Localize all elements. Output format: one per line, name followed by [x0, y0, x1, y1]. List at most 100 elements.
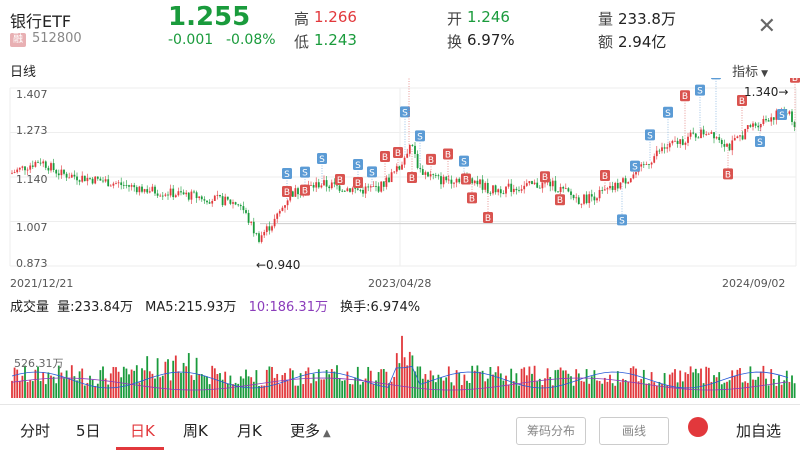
candle-body [341, 190, 344, 192]
candle-body [99, 178, 102, 181]
volume-bar [570, 376, 572, 398]
candle-body [13, 172, 16, 173]
candle-body [473, 180, 476, 184]
buy-marker: B [680, 90, 690, 140]
volume-bar [315, 381, 318, 398]
candle-body [741, 135, 744, 140]
candle-body [541, 182, 544, 189]
volume-bar [70, 365, 73, 398]
candle-body [705, 134, 708, 135]
tab-intraday[interactable]: 分时 [20, 422, 51, 440]
candle-body [440, 176, 442, 185]
volume-bar [741, 382, 744, 398]
tab-weekly[interactable]: 周K [183, 422, 208, 440]
volume-bar [164, 361, 167, 398]
volume-bar [629, 368, 632, 398]
low-marker: ←0.940 [256, 258, 301, 272]
candle-body [603, 189, 606, 191]
candle-body [484, 182, 487, 190]
tab-5day[interactable]: 5日 [76, 422, 101, 440]
last-price: 1.255 [168, 2, 251, 32]
volume-bar [39, 381, 42, 398]
indicator-button[interactable]: 指标 ▼ [732, 61, 768, 80]
candle-body [694, 133, 697, 138]
candle-body [156, 193, 159, 196]
tab-monthly[interactable]: 月K [237, 422, 262, 440]
candle-body [398, 166, 401, 170]
volume-bar [265, 369, 268, 398]
candle-body [224, 196, 227, 206]
volume-bar [385, 371, 388, 398]
volume-turnover-label: 换手:6.974% [340, 300, 421, 315]
candle-body [648, 164, 650, 165]
volume-bar [245, 369, 247, 398]
volume-bar [559, 367, 562, 398]
candle-body [122, 184, 125, 186]
chip-distribution-button[interactable]: 筹码分布 [516, 417, 586, 445]
volume-bar [55, 383, 58, 398]
candle-body [609, 185, 611, 189]
volume-bar [687, 373, 689, 398]
close-icon[interactable]: ✕ [757, 14, 776, 39]
candle-body [611, 185, 614, 190]
candle-body [115, 183, 117, 185]
candle-body [406, 153, 409, 158]
candle-body [528, 181, 531, 184]
volume-chart[interactable] [0, 314, 800, 402]
draw-line-button[interactable]: 画线 [599, 417, 669, 445]
candle-body [317, 182, 320, 188]
candle-body [104, 179, 107, 182]
volume-bar [705, 366, 708, 398]
svg-text:S: S [319, 155, 325, 165]
candle-body [174, 195, 177, 198]
volume-bar [21, 375, 24, 398]
record-dot-icon[interactable] [688, 417, 708, 437]
candle-body [754, 123, 757, 126]
volume-bar [694, 368, 697, 398]
candle-body [47, 167, 50, 171]
candle-body [141, 186, 143, 192]
price-change: -0.001 [168, 32, 214, 48]
candle-body [190, 191, 193, 200]
date-end: 2024/09/02 [722, 277, 786, 290]
volume-bar [317, 369, 320, 398]
candle-body [767, 120, 770, 122]
candle-body [203, 199, 206, 201]
volume-bar [671, 372, 674, 398]
candle-body [146, 189, 149, 193]
indicator-label: 指标 [732, 65, 759, 80]
volume-bar [13, 367, 16, 398]
sell-marker: S [415, 130, 425, 171]
buy-marker: B [790, 78, 800, 130]
volume-bar [481, 370, 484, 398]
volume-bar [146, 356, 149, 398]
volume-bar [102, 366, 104, 398]
candle-body [658, 150, 661, 152]
add-watchlist-button[interactable]: 加自选 [736, 422, 782, 440]
candle-body [346, 188, 349, 192]
volume-bar [47, 372, 50, 398]
candle-body [315, 182, 318, 188]
amount-value: 2.94亿 [618, 33, 667, 51]
svg-text:S: S [461, 158, 467, 168]
tab-more[interactable]: 更多 ▲ [290, 420, 331, 441]
volume-bar [312, 373, 315, 398]
candle-body [525, 183, 528, 186]
tab-daily[interactable]: 日K [130, 422, 155, 440]
volume-bar [341, 380, 344, 398]
kline-chart[interactable]: SBSBSBSBSBBSBBSBBSBBBBBBSSSSBSSBBSSB [0, 78, 800, 300]
volume-bar [276, 373, 279, 398]
candle-body [154, 186, 156, 194]
volume-bar [354, 377, 357, 398]
candle-body [263, 232, 266, 236]
volume-bar [697, 373, 700, 398]
volume-bar [767, 385, 770, 398]
y-tick-1407: 1.407 [16, 88, 48, 101]
candle-body [445, 176, 448, 181]
candle-body [86, 177, 89, 182]
candle-body [193, 191, 195, 193]
volume-bar [83, 385, 86, 398]
candle-body [242, 206, 245, 211]
svg-text:S: S [665, 109, 671, 119]
volume-bar [536, 381, 539, 398]
